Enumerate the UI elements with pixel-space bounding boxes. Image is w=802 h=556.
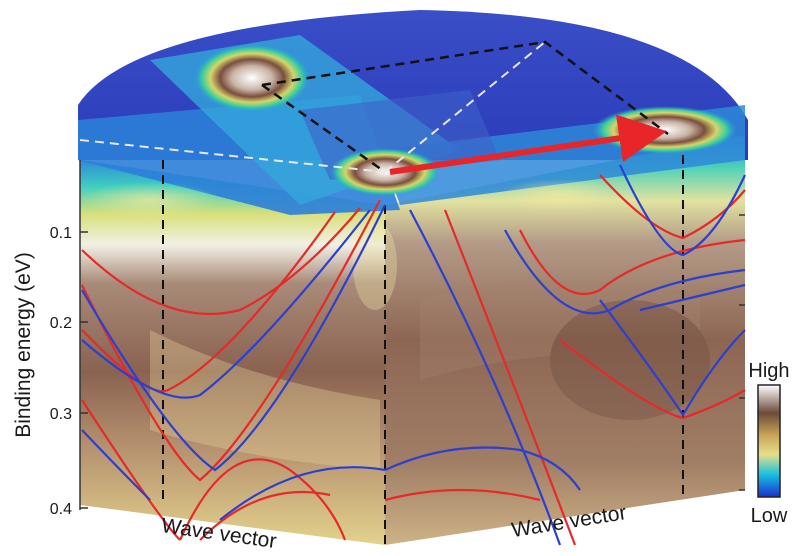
band-map-left-face: [80, 160, 385, 545]
fermi-pocket-right: [593, 106, 737, 154]
colorbar-low-label: Low: [751, 505, 788, 527]
fermi-pocket-top: [194, 44, 310, 112]
band-map-right-face: [385, 135, 745, 545]
y-tick-label: 0.1: [50, 225, 72, 242]
y-axis: [79, 160, 88, 510]
color-scale-bar: High Low: [748, 360, 789, 527]
calculated-bands-left: [81, 199, 386, 541]
brillouin-zone-lines: [79, 40, 684, 545]
momentum-arrow: [389, 114, 667, 175]
y-tick-label: 0.4: [50, 501, 72, 518]
y-axis-label: Binding energy (eV): [12, 252, 35, 438]
right-axis-ticks: [739, 214, 745, 491]
colorbar-high-label: High: [748, 360, 789, 382]
y-tick-label: 0.3: [50, 406, 72, 423]
calculated-bands-right: [384, 164, 746, 546]
y-tick-label: 0.2: [50, 315, 72, 332]
